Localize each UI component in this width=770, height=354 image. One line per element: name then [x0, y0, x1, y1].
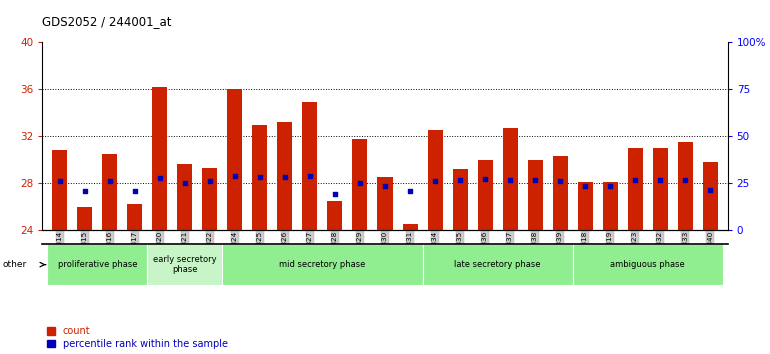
- Point: [129, 188, 141, 194]
- Bar: [152, 87, 167, 230]
- Point: [329, 191, 341, 196]
- Bar: [77, 207, 92, 230]
- Bar: [147, 244, 223, 285]
- Bar: [377, 177, 393, 230]
- Point: [403, 188, 416, 194]
- Bar: [47, 244, 147, 285]
- Text: late secretory phase: late secretory phase: [454, 260, 541, 269]
- Text: mid secretory phase: mid secretory phase: [280, 260, 366, 269]
- Text: other: other: [2, 260, 26, 269]
- Bar: [573, 244, 723, 285]
- Point: [454, 177, 466, 183]
- Point: [479, 176, 491, 181]
- Bar: [223, 244, 423, 285]
- Bar: [227, 89, 243, 230]
- Point: [604, 183, 616, 189]
- Bar: [503, 128, 517, 230]
- Point: [554, 178, 566, 184]
- Point: [154, 175, 166, 181]
- Bar: [327, 201, 343, 230]
- Point: [79, 188, 91, 194]
- Bar: [527, 160, 543, 230]
- Text: GDS2052 / 244001_at: GDS2052 / 244001_at: [42, 15, 172, 28]
- Text: proliferative phase: proliferative phase: [58, 260, 137, 269]
- Bar: [703, 162, 718, 230]
- Bar: [52, 150, 67, 230]
- Bar: [653, 148, 668, 230]
- Bar: [203, 168, 217, 230]
- Point: [704, 187, 716, 193]
- Point: [504, 177, 516, 183]
- Bar: [553, 156, 567, 230]
- Bar: [628, 148, 643, 230]
- Point: [179, 180, 191, 185]
- Point: [579, 183, 591, 189]
- Point: [379, 183, 391, 189]
- Point: [429, 178, 441, 184]
- Bar: [427, 130, 443, 230]
- Point: [279, 174, 291, 179]
- Point: [204, 179, 216, 184]
- Bar: [353, 139, 367, 230]
- Bar: [603, 182, 618, 230]
- Point: [254, 174, 266, 179]
- Point: [354, 180, 367, 185]
- Point: [529, 177, 541, 183]
- Point: [679, 177, 691, 183]
- Point: [654, 177, 666, 183]
- Bar: [403, 224, 417, 230]
- Bar: [177, 164, 192, 230]
- Point: [229, 173, 241, 179]
- Bar: [453, 169, 467, 230]
- Point: [304, 173, 316, 179]
- Text: early secretory
phase: early secretory phase: [153, 255, 216, 274]
- Bar: [277, 122, 293, 230]
- Bar: [423, 244, 573, 285]
- Bar: [127, 204, 142, 230]
- Point: [104, 178, 116, 184]
- Bar: [303, 102, 317, 230]
- Bar: [253, 125, 267, 230]
- Bar: [578, 182, 593, 230]
- Bar: [477, 160, 493, 230]
- Bar: [102, 154, 117, 230]
- Point: [629, 177, 641, 183]
- Legend: count, percentile rank within the sample: count, percentile rank within the sample: [47, 326, 228, 349]
- Point: [54, 179, 66, 184]
- Bar: [678, 142, 693, 230]
- Text: ambiguous phase: ambiguous phase: [611, 260, 685, 269]
